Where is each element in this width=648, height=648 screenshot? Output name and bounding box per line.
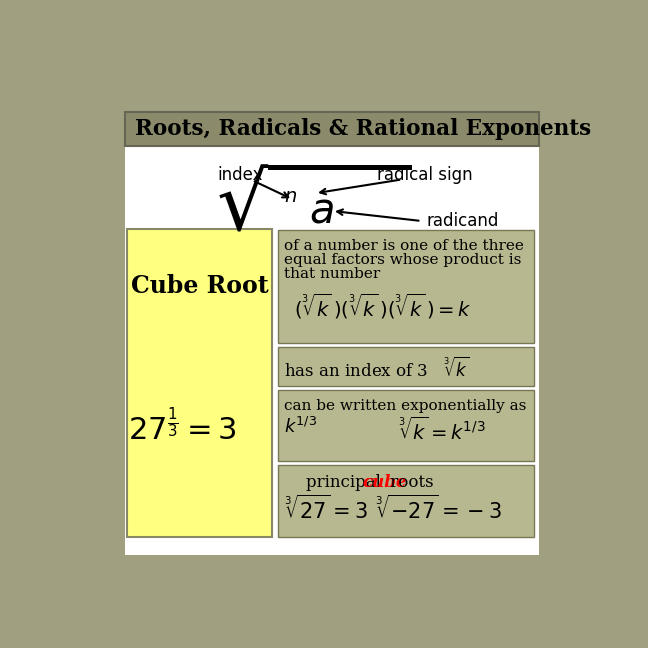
Text: radicand: radicand [427, 212, 499, 230]
Text: $(\sqrt[3]{k}\,)(\sqrt[3]{k}\,)(\sqrt[3]{k}\,) = k$: $(\sqrt[3]{k}\,)(\sqrt[3]{k}\,)(\sqrt[3]… [294, 292, 472, 321]
Text: can be written exponentially as: can be written exponentially as [284, 399, 527, 413]
Bar [125, 112, 539, 146]
Text: $\sqrt[3]{27} = 3$: $\sqrt[3]{27} = 3$ [284, 494, 368, 523]
Bar [278, 465, 534, 537]
Text: principal: principal [306, 474, 386, 491]
Bar [278, 230, 534, 343]
Bar [127, 229, 272, 537]
Text: $a$: $a$ [309, 189, 334, 231]
Text: $\sqrt{\quad\;\;}$: $\sqrt{\quad\;\;}$ [216, 170, 411, 248]
Text: Roots, Radicals & Rational Exponents: Roots, Radicals & Rational Exponents [135, 117, 591, 139]
Text: of a number is one of the three: of a number is one of the three [284, 240, 524, 253]
Bar [125, 112, 539, 555]
Text: index: index [218, 166, 263, 184]
Text: cube: cube [362, 474, 407, 491]
Text: that number: that number [284, 267, 380, 281]
Text: $n$: $n$ [284, 187, 297, 206]
Bar [278, 389, 534, 461]
Text: $\sqrt[3]{-27} = -3$: $\sqrt[3]{-27} = -3$ [375, 494, 502, 523]
Text: $k^{1/3}$: $k^{1/3}$ [284, 417, 318, 437]
Text: radical sign: radical sign [377, 166, 473, 184]
Text: $27^{\frac{1}{3}} = 3$: $27^{\frac{1}{3}} = 3$ [128, 410, 237, 448]
Text: $\sqrt[3]{k} = k^{1/3}$: $\sqrt[3]{k} = k^{1/3}$ [399, 417, 486, 444]
Text: roots: roots [385, 474, 434, 491]
Text: has an index of 3   $\sqrt[3]{k}$: has an index of 3 $\sqrt[3]{k}$ [284, 356, 470, 380]
Text: equal factors whose product is: equal factors whose product is [284, 253, 522, 268]
Bar [278, 347, 534, 386]
Text: Cube Root: Cube Root [131, 273, 268, 297]
